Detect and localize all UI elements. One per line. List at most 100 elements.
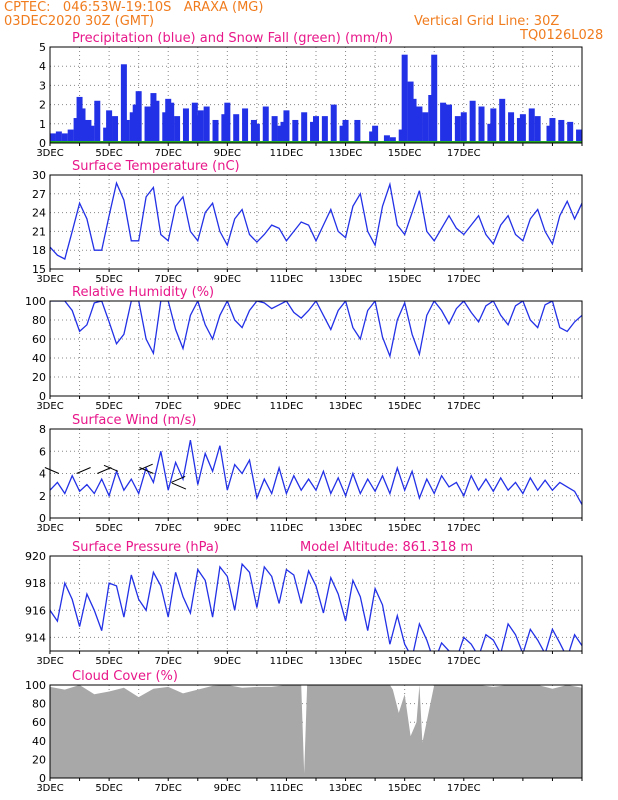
- precip-bar: [123, 119, 130, 143]
- y-tick-label: 8: [39, 423, 46, 436]
- x-tick-label: 9DEC: [214, 274, 241, 285]
- y-tick-label: 60: [32, 333, 46, 346]
- precip-bar: [321, 116, 328, 143]
- precip-bar: [454, 116, 461, 143]
- header-vertical-grid: Vertical Grid Line: 30Z: [414, 14, 560, 29]
- panel-title: Cloud Cover (%): [72, 669, 178, 684]
- precip-bar: [182, 108, 189, 143]
- x-tick-label: 15DEC: [388, 783, 422, 794]
- x-tick-label: 3DEC: [36, 523, 63, 534]
- precip-bar: [354, 119, 361, 143]
- wind-arrow: [76, 467, 91, 474]
- x-tick-label: 9DEC: [214, 401, 241, 412]
- precip-bar: [534, 116, 541, 143]
- y-tick-label: 4: [39, 60, 46, 73]
- panel-frame: [49, 300, 583, 397]
- panel-4: Surface Pressure (hPa) Model Altitude: 86…: [25, 540, 583, 667]
- y-tick-label: 1: [39, 118, 46, 131]
- precip-bar: [490, 108, 497, 143]
- precip-bar: [416, 106, 423, 143]
- x-tick-label: 15DEC: [388, 148, 422, 159]
- x-tick-label: 13DEC: [329, 148, 363, 159]
- y-tick-label: 80: [32, 698, 46, 711]
- precip-bar: [61, 133, 68, 143]
- y-tick-label: 2: [39, 490, 46, 503]
- y-tick-label: 914: [25, 631, 46, 644]
- precip-bar: [549, 118, 556, 143]
- precip-bar: [422, 112, 429, 143]
- precip-bar: [79, 108, 86, 143]
- precip-bar: [389, 137, 396, 143]
- x-tick-label: 11DEC: [270, 274, 304, 285]
- x-tick-label: 17DEC: [447, 274, 481, 285]
- x-tick-label: 17DEC: [447, 148, 481, 159]
- precip-bar: [271, 116, 278, 143]
- x-tick-label: 11DEC: [270, 148, 304, 159]
- precip-bar: [508, 112, 515, 143]
- x-tick-label: 3DEC: [36, 148, 63, 159]
- y-tick-label: 40: [32, 352, 46, 365]
- x-tick-label: 13DEC: [329, 523, 363, 534]
- y-tick-label: 24: [32, 207, 46, 220]
- panel-title: Surface Temperature (nC): [72, 159, 240, 174]
- x-tick-label: 15DEC: [388, 401, 422, 412]
- panel-3: Surface Wind (m/s) 0 2 4 6 8 3DEC 5DEC 7DEC 9DEC 1…: [36, 413, 583, 534]
- x-tick-label: 3DEC: [36, 401, 63, 412]
- series-group: [50, 54, 582, 143]
- precip-bar: [120, 64, 127, 143]
- x-tick-label: 5DEC: [95, 274, 122, 285]
- precip-bar: [203, 106, 210, 143]
- precip-bar: [292, 119, 299, 143]
- precip-bar: [283, 110, 290, 143]
- panel-frame: [49, 174, 583, 270]
- y-tick-label: 6: [39, 445, 46, 458]
- precip-bar: [330, 104, 337, 143]
- x-tick-label: 11DEC: [270, 523, 304, 534]
- panel-title: Surface Wind (m/s): [72, 413, 196, 428]
- precip-bar: [342, 119, 349, 143]
- precip-bar: [262, 106, 269, 143]
- y-tick-label: 80: [32, 314, 46, 327]
- y-tick-label: 100: [25, 295, 46, 308]
- precip-bar: [50, 133, 56, 143]
- wind-arrow: [103, 464, 119, 472]
- precip-bar: [410, 98, 417, 143]
- series-line: [50, 181, 582, 260]
- y-tick-label: 3: [39, 79, 46, 92]
- x-tick-label: 15DEC: [388, 656, 422, 667]
- x-tick-label: 7DEC: [155, 401, 182, 412]
- precip-bar: [558, 119, 565, 143]
- y-tick-label: 20: [32, 371, 46, 384]
- precip-bar: [567, 121, 574, 143]
- y-tick-label: 27: [32, 188, 46, 201]
- x-tick-label: 11DEC: [270, 783, 304, 794]
- y-tick-label: 916: [25, 604, 46, 617]
- x-tick-label: 17DEC: [447, 783, 481, 794]
- x-tick-label: 13DEC: [329, 401, 363, 412]
- precip-bar: [576, 129, 582, 143]
- y-tick-label: 0: [39, 772, 46, 785]
- x-tick-label: 7DEC: [155, 656, 182, 667]
- precip-bar: [383, 135, 390, 143]
- wind-arrow: [171, 482, 187, 490]
- y-tick-label: 18: [32, 244, 46, 257]
- series-group: [50, 562, 582, 651]
- x-tick-label: 5DEC: [95, 401, 122, 412]
- x-tick-label: 11DEC: [270, 656, 304, 667]
- wind-arrow: [44, 467, 60, 474]
- x-tick-label: 7DEC: [155, 274, 182, 285]
- x-tick-label: 3DEC: [36, 656, 63, 667]
- y-tick-label: 100: [25, 679, 46, 692]
- precip-bar: [313, 116, 319, 143]
- x-tick-label: 9DEC: [214, 148, 241, 159]
- series-group: [50, 685, 582, 778]
- precip-bar: [112, 116, 119, 143]
- panel-frame: [49, 46, 583, 144]
- precip-bar: [106, 110, 113, 143]
- y-tick-label: 920: [25, 550, 46, 563]
- panel-frame: [49, 428, 583, 519]
- precip-bar: [197, 110, 204, 143]
- panel-frame: [49, 555, 583, 652]
- panel-title: Surface Pressure (hPa): [72, 540, 219, 555]
- precip-bar: [499, 98, 506, 143]
